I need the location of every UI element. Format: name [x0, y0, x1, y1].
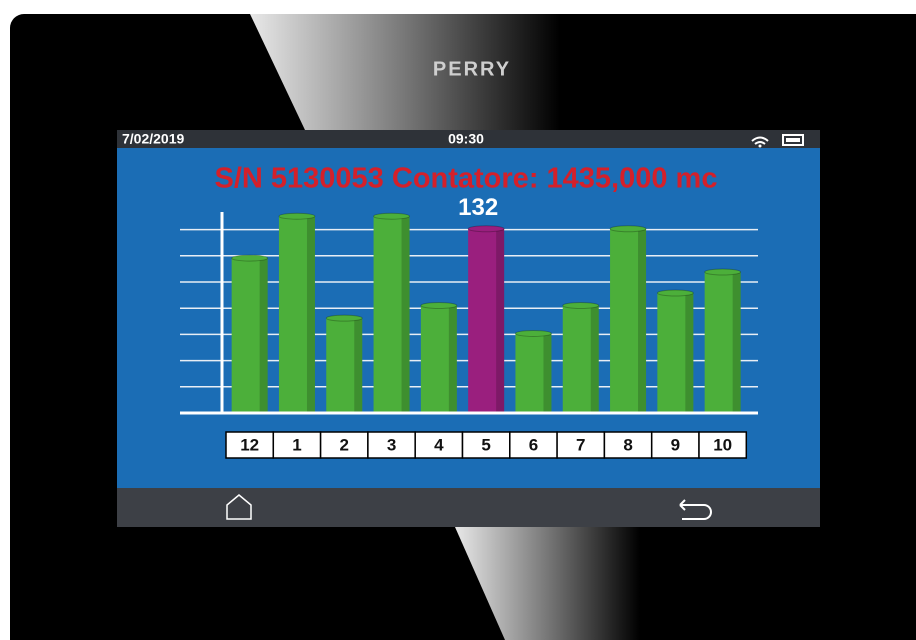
bar-cap: [374, 213, 410, 219]
bar-shade: [543, 333, 551, 413]
nav-bar: [117, 488, 820, 527]
chart-title: S/N 5130053 Contatore: 1435,000 mc: [215, 163, 718, 195]
bar-shade: [354, 318, 362, 413]
wifi-dot: [759, 145, 762, 148]
bar-cap: [468, 226, 504, 232]
bar-shade: [307, 216, 315, 413]
bar-shade: [402, 216, 410, 413]
bar-cap: [610, 226, 646, 232]
x-tick-label: 5: [481, 435, 490, 454]
status-date: 7/02/2019: [122, 131, 184, 147]
status-time: 09:30: [448, 131, 484, 147]
x-tick-label: 9: [671, 435, 680, 454]
bar-shade: [638, 229, 646, 413]
bar-shade: [260, 258, 268, 413]
battery-level: [786, 138, 800, 142]
value-label: 132: [458, 194, 498, 221]
page: {"brand": "PERRY", "status_bar": {"date"…: [0, 0, 916, 640]
x-tick-label: 8: [623, 435, 632, 454]
x-tick-label: 10: [713, 435, 732, 454]
bar-cap: [705, 269, 741, 275]
x-tick-label: 1: [292, 435, 301, 454]
bar-cap: [279, 213, 315, 219]
x-tick-label: 4: [434, 435, 444, 454]
bar-cap: [563, 303, 599, 309]
x-tick-label: 12: [240, 435, 259, 454]
bar-shade: [449, 306, 457, 413]
bar-shade: [733, 272, 741, 413]
bar-cap: [657, 290, 693, 296]
x-tick-label: 6: [529, 435, 538, 454]
bar-shade: [591, 306, 599, 413]
x-tick-label: 3: [387, 435, 396, 454]
bar-shade: [685, 293, 693, 413]
bar-cap: [326, 315, 362, 321]
device-screen: PERRY 7/02/2019 09:30 S/N 5130053 Contat…: [0, 0, 916, 640]
brand-logo: PERRY: [433, 58, 511, 80]
bar-cap: [421, 303, 457, 309]
x-tick-label: 7: [576, 435, 585, 454]
bar-shade: [496, 229, 504, 413]
x-tick-label: 2: [340, 435, 349, 454]
bar-cap: [232, 255, 268, 261]
bar-cap: [515, 330, 551, 336]
